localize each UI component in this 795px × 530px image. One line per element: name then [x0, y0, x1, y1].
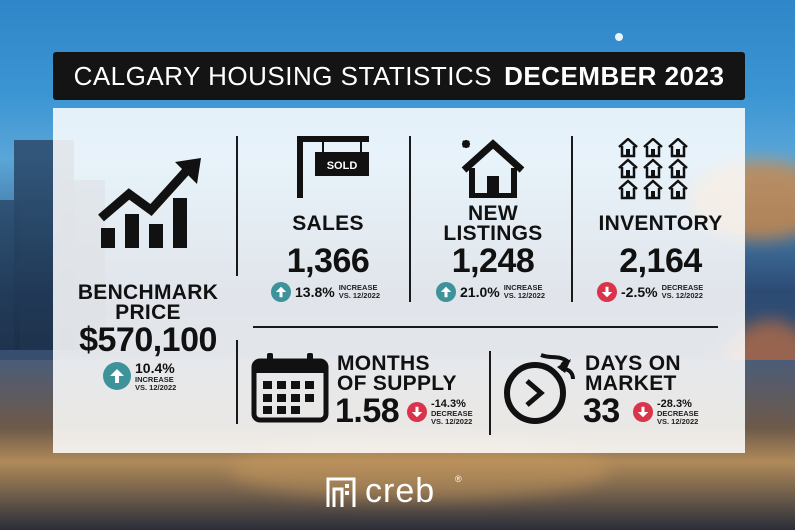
sold-sign-icon: SOLD	[297, 136, 369, 198]
divider	[489, 351, 491, 435]
benchmark-pct: 10.4%	[135, 360, 175, 376]
sales-note2: VS. 12/2022	[338, 291, 380, 300]
inventory-note2: VS. 12/2022	[661, 291, 703, 300]
arrow-down-icon	[407, 402, 427, 422]
new-listings-change: 21.0% INCREASE VS. 12/2022	[436, 282, 545, 302]
divider	[253, 326, 718, 328]
title-main: CALGARY HOUSING STATISTICS	[73, 60, 493, 91]
inventory-value: 2,164	[619, 242, 702, 280]
days-on-market-change: -28.3% DECREASE VS. 12/2022	[633, 398, 699, 426]
new-listings-value: 1,248	[451, 242, 535, 280]
inventory-note1: DECREASE	[661, 283, 704, 292]
days-on-market-title-line1: DAYS ON	[585, 352, 681, 375]
new-listings-title-line1: NEW	[468, 202, 518, 225]
arrow-up-icon	[271, 282, 291, 302]
inventory-pct: -2.5%	[621, 284, 658, 300]
sales-change: 13.8% INCREASE VS. 12/2022	[271, 282, 380, 302]
benchmark-change: 10.4% INCREASE VS. 12/2022	[103, 360, 176, 392]
new-listings-pct: 21.0%	[460, 284, 500, 300]
sales-pct: 13.8%	[295, 284, 335, 300]
inventory-title: INVENTORY	[598, 212, 723, 235]
days-on-market-value: 33	[583, 392, 620, 430]
houses-grid-icon	[618, 138, 689, 200]
stats-panel: BENCHMARK PRICE $570,100 10.4% INCREASE …	[53, 108, 745, 453]
months-supply-value: 1.58	[335, 392, 400, 430]
divider	[409, 136, 411, 302]
creb-logo: creb ®	[325, 472, 462, 511]
divider	[236, 340, 238, 424]
days-on-market-note1: DECREASE	[657, 409, 699, 418]
sales-note1: INCREASE	[338, 283, 378, 292]
divider	[236, 136, 238, 276]
months-supply-title: MONTHS OF SUPPLY	[337, 352, 467, 395]
benchmark-note1: INCREASE	[135, 375, 174, 384]
title-date: DECEMBER 2023	[504, 60, 725, 91]
days-on-market-note2: VS. 12/2022	[657, 417, 699, 426]
benchmark-title-line1: BENCHMARK	[77, 281, 219, 304]
months-supply-title-line2: OF SUPPLY	[337, 372, 457, 395]
new-house-icon	[461, 139, 525, 198]
days-on-market-pct: -28.3%	[657, 398, 692, 410]
divider	[571, 136, 573, 302]
calendar-icon	[251, 353, 329, 423]
arrow-up-icon	[436, 282, 456, 302]
creb-brand-text: creb	[365, 472, 436, 510]
months-supply-note1: DECREASE	[431, 409, 473, 418]
registered-mark: ®	[455, 474, 462, 484]
arrow-up-icon	[103, 362, 131, 390]
benchmark-note2: VS. 12/2022	[135, 383, 177, 392]
sold-sign-text: SOLD	[327, 160, 358, 172]
new-listings-title: NEW LISTINGS	[418, 202, 568, 245]
new-listings-title-line2: LISTINGS	[443, 222, 543, 245]
new-listings-note2: VS. 12/2022	[503, 291, 545, 300]
days-on-market-title-line2: MARKET	[585, 372, 677, 395]
benchmark-title: BENCHMARK PRICE	[63, 281, 233, 324]
sales-title: SALES	[292, 212, 364, 235]
bar-chart-arrow-icon	[98, 158, 201, 248]
benchmark-title-line2: PRICE	[115, 301, 181, 324]
creb-logo-icon	[326, 477, 356, 507]
sales-value: 1,366	[286, 242, 370, 280]
arrow-down-icon	[633, 402, 653, 422]
new-listings-note1: INCREASE	[503, 283, 543, 292]
arrow-down-icon	[597, 282, 617, 302]
months-supply-pct: -14.3%	[431, 398, 466, 410]
months-supply-title-line1: MONTHS	[337, 352, 430, 375]
months-supply-change: -14.3% DECREASE VS. 12/2022	[407, 398, 473, 426]
months-supply-note2: VS. 12/2022	[431, 417, 473, 426]
clock-speed-icon	[504, 353, 575, 424]
benchmark-value: $570,100	[79, 321, 217, 359]
title-bar: CALGARY HOUSING STATISTICS DECEMBER 2023	[53, 52, 745, 100]
inventory-change: -2.5% DECREASE VS. 12/2022	[597, 282, 703, 302]
days-on-market-title: DAYS ON MARKET	[585, 352, 715, 395]
